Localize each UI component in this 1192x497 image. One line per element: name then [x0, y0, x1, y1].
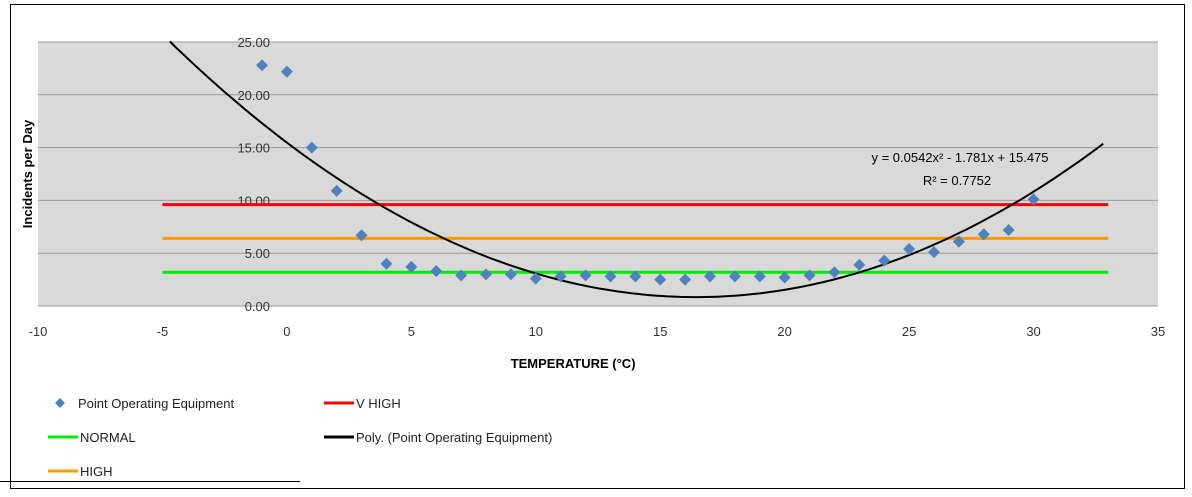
data-point	[753, 270, 766, 283]
data-point	[380, 257, 393, 270]
y-tick-label: 25.00	[237, 35, 270, 50]
data-point	[604, 270, 617, 283]
x-tick-label: 30	[1026, 324, 1040, 339]
data-point	[455, 269, 468, 282]
data-point	[430, 265, 443, 278]
data-point	[504, 268, 517, 281]
y-tick-label: 0.00	[245, 299, 270, 314]
page-divider-line	[0, 481, 300, 482]
chart-frame	[10, 4, 1185, 489]
data-point	[928, 246, 940, 259]
legend: Point Operating Equipment V HIGH NORMAL Pol…	[48, 396, 552, 479]
data-point	[405, 260, 418, 273]
data-point	[903, 242, 916, 255]
data-point	[679, 273, 692, 286]
data-point	[355, 229, 368, 242]
series-layer	[162, 40, 1109, 299]
x-tick-label: 15	[653, 324, 667, 339]
legend-item-point-operating-equipment: Point Operating Equipment	[55, 396, 234, 411]
data-point	[280, 65, 293, 78]
data-point	[1027, 193, 1040, 206]
legend-label: V HIGH	[356, 396, 401, 411]
data-point	[828, 266, 841, 279]
legend-label: Poly. (Point Operating Equipment)	[356, 430, 552, 445]
x-axis-title: TEMPERATURE (°C)	[511, 356, 636, 371]
y-axis-ticks: 0.00 5.00 10.00 15.00 20.00 25.00	[237, 35, 270, 314]
x-tick-label: -10	[29, 324, 48, 339]
y-tick-label: 20.00	[237, 88, 270, 103]
legend-label: Point Operating Equipment	[78, 396, 234, 411]
data-point	[256, 59, 268, 72]
data-point	[305, 141, 318, 154]
data-point	[579, 269, 592, 282]
legend-label: HIGH	[80, 464, 113, 479]
data-point	[529, 272, 542, 285]
plot-area	[38, 42, 1158, 306]
x-tick-label: -5	[157, 324, 169, 339]
x-axis-ticks: -10 -5 0 5 10 15 20 25 30 35	[29, 324, 1166, 339]
data-point	[330, 184, 343, 197]
data-point	[878, 254, 891, 267]
trendline	[169, 40, 1104, 299]
data-point	[952, 235, 965, 248]
legend-item-normal: NORMAL	[48, 430, 136, 445]
legend-item-poly-point-operating-equipment: Poly. (Point Operating Equipment)	[324, 430, 552, 445]
data-point	[704, 270, 716, 283]
legend-item-high: HIGH	[48, 464, 113, 479]
data-point	[728, 270, 741, 283]
data-point	[554, 270, 567, 283]
data-point	[778, 271, 791, 284]
data-point	[480, 268, 492, 281]
data-point	[1002, 223, 1015, 236]
legend-marker	[55, 398, 65, 408]
x-tick-label: 0	[283, 324, 290, 339]
x-tick-label: 10	[529, 324, 543, 339]
x-tick-label: 20	[777, 324, 791, 339]
legend-label: NORMAL	[80, 430, 136, 445]
data-point	[629, 270, 642, 283]
y-tick-label: 5.00	[245, 246, 270, 261]
data-point	[803, 269, 816, 282]
y-tick-label: 15.00	[237, 141, 270, 156]
y-tick-label: 10.00	[237, 193, 270, 208]
legend-item-v-high: V HIGH	[324, 396, 401, 411]
trendline-r-squared: R² = 0.7752	[923, 173, 991, 188]
grid-lines	[38, 41, 1158, 307]
data-point	[654, 273, 667, 286]
x-tick-label: 25	[902, 324, 916, 339]
data-point	[853, 258, 866, 271]
data-point	[977, 228, 990, 241]
x-tick-label: 35	[1151, 324, 1165, 339]
trendline-equation: y = 0.0542x² - 1.781x + 15.475	[871, 150, 1048, 165]
x-tick-label: 5	[408, 324, 415, 339]
y-axis-title: Incidents per Day	[20, 119, 35, 228]
